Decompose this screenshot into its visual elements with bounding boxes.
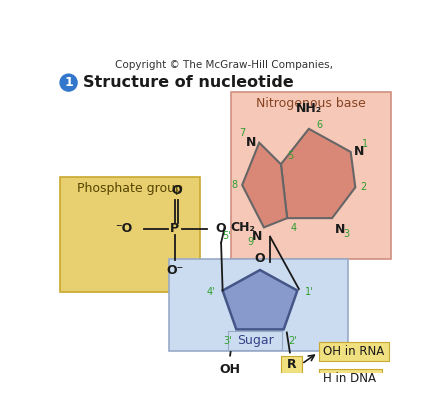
FancyBboxPatch shape [169,259,348,352]
Text: 9: 9 [247,237,253,247]
Text: 1': 1' [305,287,314,297]
Polygon shape [281,129,355,218]
Text: CH₂: CH₂ [230,220,255,233]
Text: 7: 7 [239,128,245,138]
Text: 5': 5' [222,231,231,241]
Text: N: N [354,145,364,158]
Text: 3': 3' [223,336,232,346]
Text: OH: OH [220,363,241,376]
Polygon shape [242,143,287,228]
Text: N: N [252,230,262,243]
Text: N: N [335,223,346,236]
Text: Copyright © The McGraw-Hill Companies,: Copyright © The McGraw-Hill Companies, [114,59,333,70]
Text: 1: 1 [64,76,73,89]
Text: 3: 3 [343,229,350,239]
Text: N: N [246,136,256,149]
Text: Nitrogenous base: Nitrogenous base [256,97,366,110]
Text: O: O [215,222,225,235]
Text: R: R [287,357,296,370]
Text: H in DNA: H in DNA [323,372,376,385]
Text: 6: 6 [316,120,323,130]
Polygon shape [222,270,297,329]
Circle shape [60,74,77,91]
Text: 1: 1 [362,139,368,149]
Text: Structure of nucleotide: Structure of nucleotide [83,75,293,90]
Text: O: O [171,184,182,197]
FancyBboxPatch shape [60,176,200,292]
Text: NH₂: NH₂ [296,102,322,115]
Text: OH in RNA: OH in RNA [323,345,385,358]
FancyBboxPatch shape [319,370,382,388]
Text: Phosphate group: Phosphate group [77,181,183,194]
Text: O⁻: O⁻ [166,264,184,277]
FancyBboxPatch shape [281,356,302,372]
FancyBboxPatch shape [231,92,391,259]
FancyBboxPatch shape [228,331,282,350]
Text: 5: 5 [287,151,293,161]
Text: 2: 2 [360,182,366,192]
Text: 8: 8 [232,180,238,190]
Text: 4': 4' [206,287,215,297]
FancyBboxPatch shape [319,342,388,361]
Text: Sugar: Sugar [237,334,274,347]
Text: P: P [170,222,179,235]
Text: 4: 4 [290,223,296,233]
Text: 2': 2' [288,336,297,346]
Text: O: O [255,252,265,265]
Text: ⁻O: ⁻O [116,222,133,235]
